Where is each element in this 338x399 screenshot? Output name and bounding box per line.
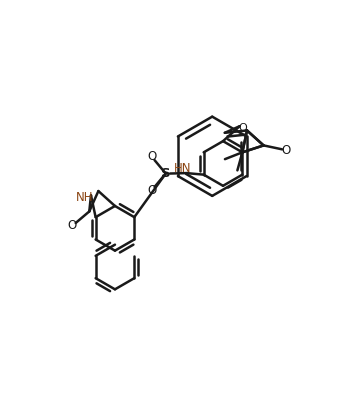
Text: O: O [147,184,156,197]
Text: O: O [282,144,291,157]
Text: S: S [161,167,171,180]
Text: O: O [147,150,156,163]
Text: O: O [68,219,77,232]
Text: NH: NH [76,191,93,203]
Text: HN: HN [174,162,192,175]
Text: O: O [238,123,247,133]
